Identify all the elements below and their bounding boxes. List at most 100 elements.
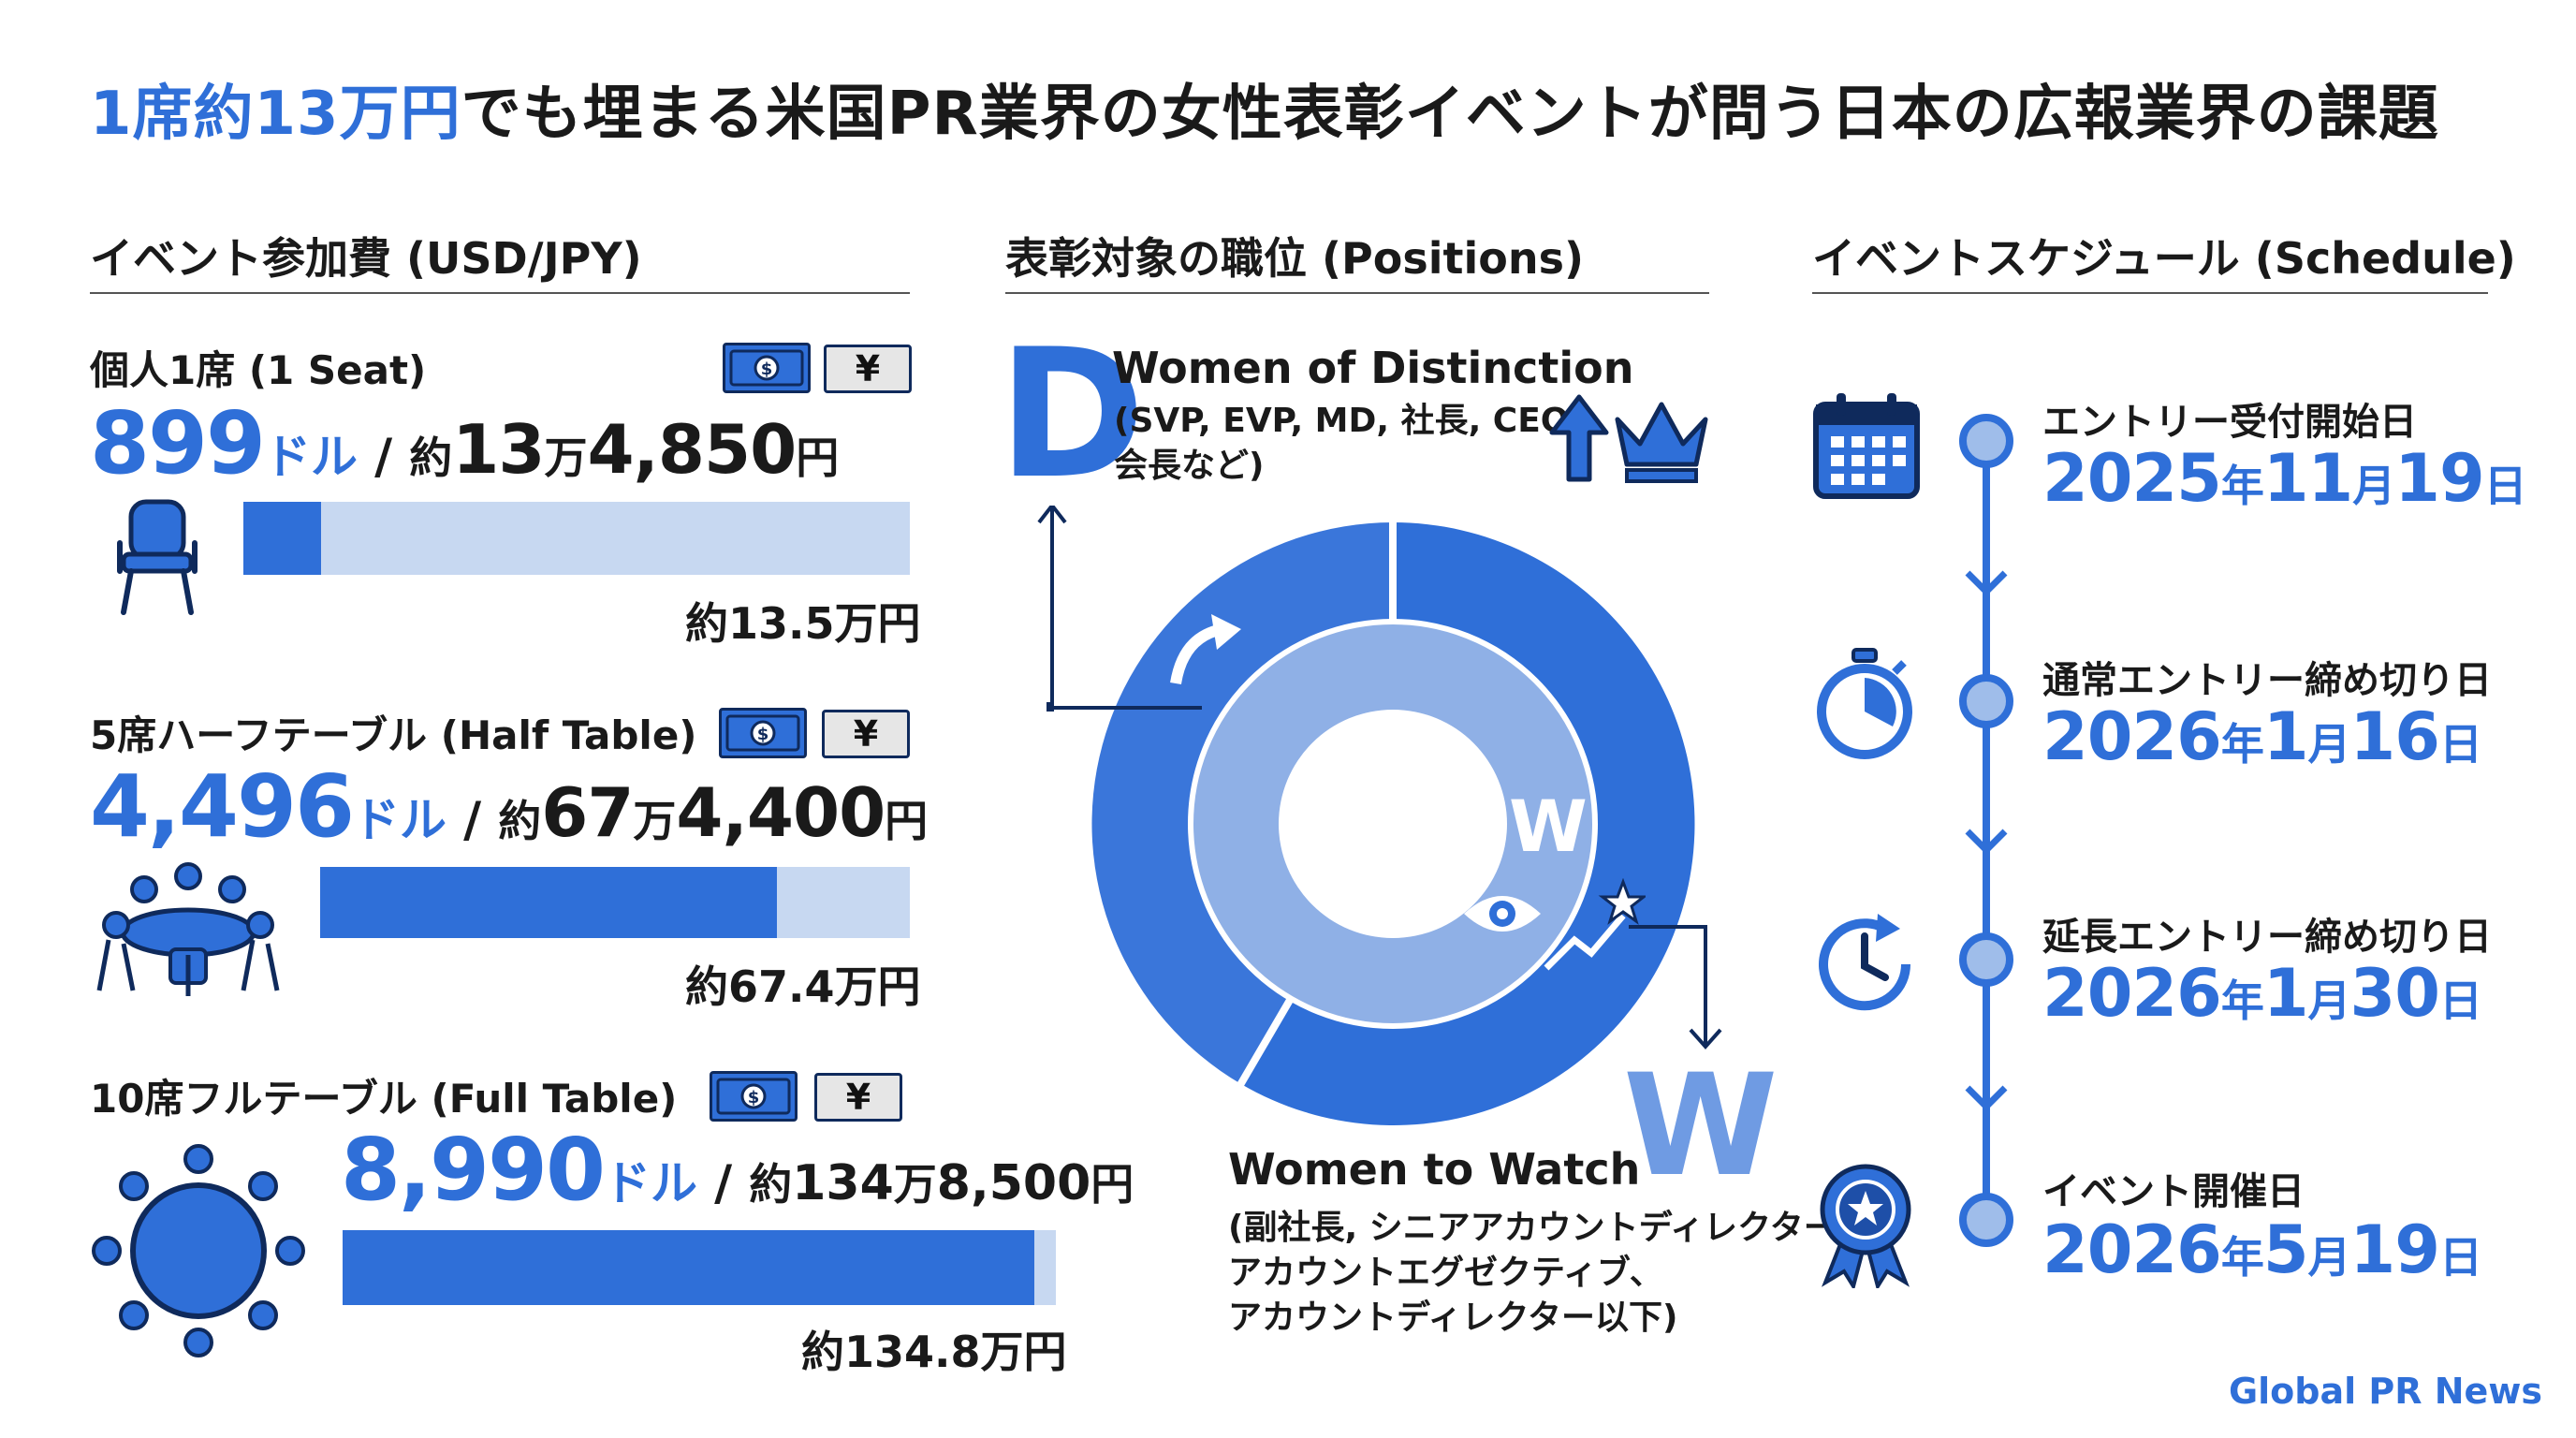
- tier-price-half: 4,496ドル / 約67万4,400円: [90, 756, 928, 857]
- jpy-man-value: 13: [452, 410, 545, 489]
- jpy-rest-value: 4,850: [587, 410, 797, 489]
- tier-price-full: 8,990ドル / 約134万8,500円: [341, 1120, 1134, 1220]
- tier-price-single: 899ドル / 約13万4,850円: [90, 393, 839, 493]
- bar-note-full: 約134.8万円: [801, 1327, 1067, 1377]
- schedule-label-3: 延長エントリー締め切り日: [2042, 916, 2492, 959]
- usd-value: 899: [90, 393, 266, 493]
- schedule-heading: イベントスケジュール (Schedule): [1812, 233, 2516, 284]
- date-year-unit: 年: [2220, 1232, 2264, 1283]
- date-day: 19: [2349, 1211, 2440, 1288]
- connector-distinction: [1024, 502, 1211, 725]
- date-year: 2026: [2042, 955, 2222, 1032]
- date-month-unit: 月: [2352, 461, 2395, 511]
- watch-sub-line2: アカウントエグゼクティブ、: [1228, 1254, 1663, 1292]
- jpy-rest-value: 4,400: [676, 773, 886, 852]
- timeline-node: [1959, 1193, 2013, 1247]
- price-bar-fill: [243, 502, 322, 575]
- date-year-unit: 年: [2220, 719, 2264, 770]
- schedule-date-2: 2026年1月16日: [2042, 698, 2482, 775]
- timeline-node: [1959, 674, 2013, 728]
- date-day: 16: [2349, 698, 2440, 775]
- jpy-yen-unit: 円: [1090, 1159, 1134, 1210]
- award-badge-icon: [1814, 1161, 1917, 1292]
- price-bar-half: [320, 867, 910, 938]
- schedule-label-1: エントリー受付開始日: [2042, 401, 2417, 444]
- price-separator: /: [446, 792, 499, 848]
- yen-icon: ¥: [824, 345, 912, 393]
- usd-value: 4,496: [90, 756, 355, 857]
- yen-icon: ¥: [822, 710, 910, 758]
- half-table-icon: [90, 859, 286, 1004]
- positions-divider: [1005, 292, 1709, 294]
- schedule-divider: [1812, 292, 2488, 294]
- bar-note-half: 約67.4万円: [685, 961, 921, 1012]
- jpy-yen-unit: 円: [885, 796, 929, 846]
- schedule-date-3: 2026年1月30日: [2042, 955, 2482, 1032]
- jpy-man-unit: 万: [544, 433, 588, 483]
- timeline-line: [1964, 408, 2039, 1236]
- price-bar-fill: [343, 1230, 1035, 1305]
- date-day-unit: 日: [2483, 461, 2527, 511]
- date-day: 30: [2349, 955, 2440, 1032]
- date-day-unit: 日: [2438, 719, 2482, 770]
- full-table-icon: [86, 1138, 311, 1367]
- usd-unit: ドル: [353, 793, 447, 847]
- jpy-man-value: 134: [792, 1155, 894, 1211]
- yen-icon: ¥: [814, 1073, 902, 1122]
- date-month-unit: 月: [2307, 976, 2351, 1026]
- date-day-unit: 日: [2438, 1232, 2482, 1283]
- date-month: 1: [2262, 955, 2309, 1032]
- chair-icon: [110, 496, 204, 622]
- date-day-unit: 日: [2438, 976, 2482, 1026]
- distinction-sub-line1: (SVP, EVP, MD, 社長, CEO,: [1114, 402, 1582, 440]
- jpy-prefix: 約: [409, 433, 453, 483]
- stopwatch-icon: [1812, 648, 1917, 764]
- svg-text:$: $: [761, 360, 773, 379]
- date-month-unit: 月: [2307, 1232, 2351, 1283]
- distinction-letter: D: [998, 311, 1146, 518]
- clock-refresh-icon: [1808, 908, 1921, 1024]
- connector-watch: [1629, 916, 1741, 1060]
- calendar-icon: [1810, 389, 1923, 506]
- crown-icon: [1610, 391, 1713, 489]
- title-highlight: 1席約13万円: [90, 80, 461, 149]
- svg-text:$: $: [748, 1088, 760, 1108]
- title-rest: でも埋まる米国PR業界の女性表彰イベントが問う日本の広報業界の課題: [461, 80, 2439, 149]
- date-year: 2025: [2042, 440, 2222, 517]
- date-month: 5: [2262, 1211, 2309, 1288]
- jpy-man-value: 67: [541, 773, 634, 852]
- schedule-date-4: 2026年5月19日: [2042, 1211, 2482, 1288]
- fees-heading: イベント参加費 (USD/JPY): [90, 233, 642, 284]
- price-bar-fill: [320, 867, 778, 938]
- page-title: 1席約13万円でも埋まる米国PR業界の女性表彰イベントが問う日本の広報業界の課題: [90, 66, 2439, 152]
- watch-sub-line3: アカウントディレクター以下): [1228, 1299, 1678, 1337]
- curved-arrow-icon: [1164, 609, 1249, 697]
- dollar-bill-icon: $: [719, 708, 807, 758]
- watch-letter: W: [1623, 1045, 1778, 1208]
- eye-icon: [1460, 886, 1544, 946]
- dollar-bill-icon: $: [723, 343, 811, 393]
- date-year: 2026: [2042, 698, 2222, 775]
- tier-label-single: 個人1席 (1 Seat): [90, 347, 427, 393]
- date-month: 11: [2262, 440, 2353, 517]
- price-bar-single: [243, 502, 910, 575]
- usd-value: 8,990: [341, 1120, 606, 1220]
- price-bar-full: [343, 1230, 1056, 1305]
- schedule-label-4: イベント開催日: [2042, 1170, 2305, 1213]
- timeline-node: [1959, 932, 2013, 987]
- bar-note-single: 約13.5万円: [685, 598, 921, 649]
- timeline-node: [1959, 414, 2013, 468]
- positions-heading: 表彰対象の職位 (Positions): [1005, 233, 1585, 284]
- dollar-bill-icon: $: [710, 1071, 798, 1122]
- date-day: 19: [2394, 440, 2484, 517]
- jpy-rest-value: 8,500: [936, 1155, 1091, 1211]
- fees-divider: [90, 292, 910, 294]
- watch-sub-line1: (副社長, シニアアカウントディレクター、: [1228, 1209, 1871, 1247]
- price-separator: /: [358, 429, 410, 485]
- jpy-man-unit: 万: [893, 1159, 937, 1210]
- tier-label-full: 10席フルテーブル (Full Table): [90, 1076, 678, 1122]
- trend-star-icon: [1543, 877, 1648, 976]
- distinction-sub-line2: 会長など): [1114, 447, 1265, 485]
- jpy-prefix: 約: [749, 1159, 793, 1210]
- tier-label-half: 5席ハーフテーブル (Half Table): [90, 712, 697, 758]
